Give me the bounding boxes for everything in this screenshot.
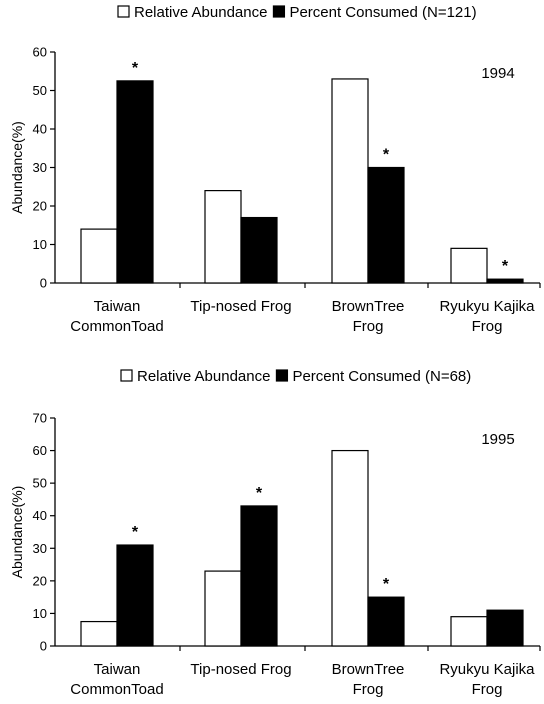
- year-label: 1994: [481, 65, 514, 82]
- legend-label-relative: Relative Abundance: [137, 368, 270, 385]
- category-label: Ryukyu Kajika: [439, 661, 535, 678]
- category-label: CommonToad: [70, 681, 163, 698]
- y-tick-label: 10: [33, 606, 47, 621]
- y-tick-label: 30: [33, 160, 47, 175]
- y-tick-label: 40: [33, 508, 47, 523]
- legend-swatch-relative: [117, 5, 130, 18]
- y-tick-label: 20: [33, 199, 47, 214]
- legend-label-consumed: Percent Consumed (N=121): [289, 4, 476, 21]
- legend-label-relative: Relative Abundance: [134, 4, 267, 21]
- y-axis-title: Abundance(%): [9, 121, 25, 214]
- bar-relative-abundance-3: [450, 616, 488, 647]
- bar-percent-consumed-0: [116, 80, 154, 284]
- y-tick-label: 0: [40, 276, 47, 291]
- bar-relative-abundance-0: [80, 228, 118, 284]
- y-tick-label: 60: [33, 443, 47, 458]
- legend: Relative Abundance Percent Consumed (N=12…: [117, 4, 477, 21]
- bar-relative-abundance-3: [450, 247, 488, 284]
- y-tick-label: 30: [33, 541, 47, 556]
- category-label: Frog: [472, 681, 503, 698]
- category-label: Frog: [353, 681, 384, 698]
- bar-percent-consumed-1: [240, 505, 278, 647]
- legend-label-consumed: Percent Consumed (N=68): [292, 368, 471, 385]
- y-tick-label: 50: [33, 476, 47, 491]
- bar-percent-consumed-1: [240, 216, 278, 284]
- y-tick-label: 60: [33, 45, 47, 60]
- legend-swatch-consumed: [272, 5, 286, 18]
- significance-marker: *: [132, 60, 139, 77]
- significance-marker: *: [502, 258, 509, 275]
- category-label: Ryukyu Kajika: [439, 298, 535, 315]
- category-label: CommonToad: [70, 318, 163, 335]
- legend: Relative Abundance Percent Consumed (N=68…: [120, 368, 471, 385]
- y-axis-title: Abundance(%): [9, 486, 25, 579]
- category-label: Tip-nosed Frog: [190, 661, 291, 678]
- category-label: Frog: [353, 318, 384, 335]
- bar-relative-abundance-1: [204, 190, 242, 284]
- bar-percent-consumed-0: [116, 544, 154, 647]
- bar-relative-abundance-2: [331, 78, 369, 284]
- y-tick-label: 40: [33, 122, 47, 137]
- category-label: Tip-nosed Frog: [190, 298, 291, 315]
- chart-1995: Relative Abundance Percent Consumed (N=68…: [9, 368, 541, 698]
- legend-swatch-relative: [120, 369, 133, 382]
- bar-percent-consumed-3: [486, 609, 524, 647]
- bar-relative-abundance-2: [331, 449, 369, 647]
- year-label: 1995: [481, 431, 514, 448]
- y-tick-label: 50: [33, 83, 47, 98]
- y-tick-label: 10: [33, 237, 47, 252]
- significance-marker: *: [383, 147, 390, 164]
- bar-percent-consumed-3: [486, 278, 524, 284]
- significance-marker: *: [256, 485, 263, 502]
- category-label: Frog: [472, 318, 503, 335]
- y-tick-label: 20: [33, 573, 47, 588]
- bar-relative-abundance-0: [80, 620, 118, 647]
- category-label: BrownTree: [332, 661, 405, 678]
- category-label: Taiwan: [94, 298, 141, 315]
- category-label: Taiwan: [94, 661, 141, 678]
- bar-percent-consumed-2: [367, 166, 405, 284]
- bar-percent-consumed-2: [367, 596, 405, 647]
- significance-marker: *: [132, 524, 139, 541]
- significance-marker: *: [383, 576, 390, 593]
- category-label: BrownTree: [332, 298, 405, 315]
- bar-relative-abundance-1: [204, 570, 242, 647]
- legend-swatch-consumed: [275, 369, 289, 382]
- y-tick-label: 70: [33, 411, 47, 426]
- chart-1994: Relative Abundance Percent Consumed (N=12…: [9, 4, 541, 335]
- y-tick-label: 0: [40, 639, 47, 654]
